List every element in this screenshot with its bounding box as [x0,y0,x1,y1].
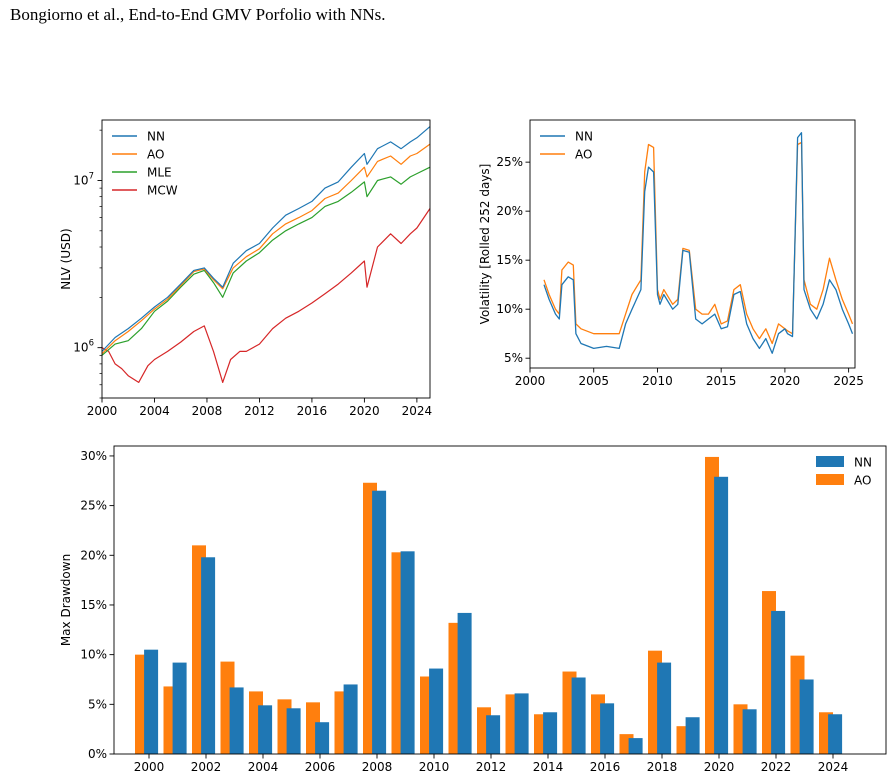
drawdown-y-tick-label: 25% [80,499,107,513]
drawdown-bar-nn [828,714,843,754]
drawdown-x-tick-label: 2010 [419,760,450,774]
vol-legend-label: AO [575,148,592,162]
nlv-x-tick-label: 2012 [244,404,275,418]
nlv-y-axis-label: NLV (USD) [59,228,73,289]
drawdown-bar-nn [685,717,700,754]
page-header: Bongiorno et al., End-to-End GMV Porfoli… [10,5,386,24]
volatility-chart: 5% 10% 15% 20% 25% 2000 2005 2010 2015 2020 2025 Vo… [478,119,864,388]
nlv-series-ao [101,143,431,355]
drawdown-bar-nn [514,693,529,754]
drawdown-frame [113,445,887,755]
drawdown-bar-nn [457,612,472,754]
vol-y-tick-label: 15% [496,253,523,267]
drawdown-x-tick-label: 2004 [248,760,279,774]
drawdown-x-tick-label: 2008 [362,760,393,774]
drawdown-x-tick-label: 2020 [704,760,735,774]
drawdown-bar-nn [258,705,273,754]
drawdown-bar-nn [343,684,358,754]
nlv-series-nn [101,126,431,352]
nlv-frame [101,119,431,399]
drawdown-y-tick-label: 30% [80,449,107,463]
vol-frame [529,119,856,369]
drawdown-y-axis-label: Max Drawdown [59,554,73,646]
drawdown-x-tick-label: 2016 [590,760,621,774]
nlv-x-tick-label: 2000 [87,404,118,418]
nlv-x-tick-label: 2016 [297,404,328,418]
vol-y-tick-label: 20% [496,204,523,218]
vol-y-tick-label: 5% [504,351,523,365]
drawdown-bar-nn [315,722,330,754]
drawdown-x-tick-label: 2012 [476,760,507,774]
nlv-chart: 106 107 2000 2004 2008 2012 2016 2020 2024 NLV (U… [59,119,433,418]
drawdown-bar-nn [600,703,615,754]
vol-x-tick-label: 2025 [833,374,864,388]
vol-series-ao [543,141,854,345]
drawdown-bar-nn [742,709,757,754]
vol-y-axis-label: Volatility [Rolled 252 days] [478,164,492,325]
vol-x-tick-label: 2000 [515,374,546,388]
drawdown-x-tick-label: 2018 [647,760,678,774]
drawdown-bar-nn [571,677,586,754]
drawdown-legend-label: AO [854,474,871,488]
drawdown-legend-label: NN [854,456,872,470]
drawdown-bar-nn [172,662,187,754]
drawdown-x-tick-label: 2022 [761,760,792,774]
drawdown-bar-nn [486,715,501,754]
drawdown-chart: 0% 5% 10% 15% 20% 25% 30% 2000 2002 2004 2006 2008 2… [59,445,887,774]
drawdown-bar-nn [799,679,814,754]
vol-x-tick-label: 2010 [642,374,673,388]
drawdown-x-tick-label: 2000 [134,760,165,774]
drawdown-y-tick-label: 15% [80,598,107,612]
nlv-x-tick-label: 2004 [139,404,170,418]
vol-y-tick-label: 10% [496,302,523,316]
nlv-legend-label: NN [147,130,165,144]
drawdown-bar-nn [429,668,444,754]
drawdown-legend-swatch [816,456,844,467]
drawdown-legend-swatch [816,474,844,485]
drawdown-bar-nn [144,649,159,754]
drawdown-bar-nn [286,708,301,754]
nlv-series-mcw [101,208,431,383]
drawdown-bar-nn [229,687,244,754]
drawdown-y-tick-label: 5% [88,697,107,711]
nlv-x-tick-label: 2024 [402,404,433,418]
nlv-legend-label: MCW [147,184,178,198]
drawdown-bar-nn [657,662,672,754]
drawdown-bar-nn [201,557,216,754]
nlv-y-tick-label: 107 [73,171,94,187]
vol-y-tick-label: 25% [496,155,523,169]
vol-series-nn [543,132,854,354]
drawdown-x-tick-label: 2014 [533,760,564,774]
vol-x-tick-label: 2005 [578,374,609,388]
drawdown-y-tick-label: 10% [80,648,107,662]
nlv-x-tick-label: 2020 [349,404,380,418]
vol-legend-label: NN [575,130,593,144]
nlv-y-tick-label: 106 [73,339,94,355]
drawdown-bar-nn [714,476,729,754]
vol-x-tick-label: 2015 [706,374,737,388]
drawdown-x-tick-label: 2002 [191,760,222,774]
nlv-x-tick-label: 2008 [192,404,223,418]
drawdown-y-tick-label: 20% [80,548,107,562]
nlv-legend-label: MLE [147,166,172,180]
drawdown-bar-nn [543,712,558,754]
drawdown-x-tick-label: 2006 [305,760,336,774]
drawdown-x-tick-label: 2024 [818,760,849,774]
vol-x-tick-label: 2020 [770,374,801,388]
drawdown-bar-nn [628,738,643,754]
drawdown-y-tick-label: 0% [88,747,107,761]
drawdown-bar-nn [400,551,415,754]
nlv-series-mle [101,166,431,356]
nlv-legend-label: AO [147,148,164,162]
drawdown-bar-nn [372,490,387,754]
drawdown-bar-nn [771,610,786,754]
